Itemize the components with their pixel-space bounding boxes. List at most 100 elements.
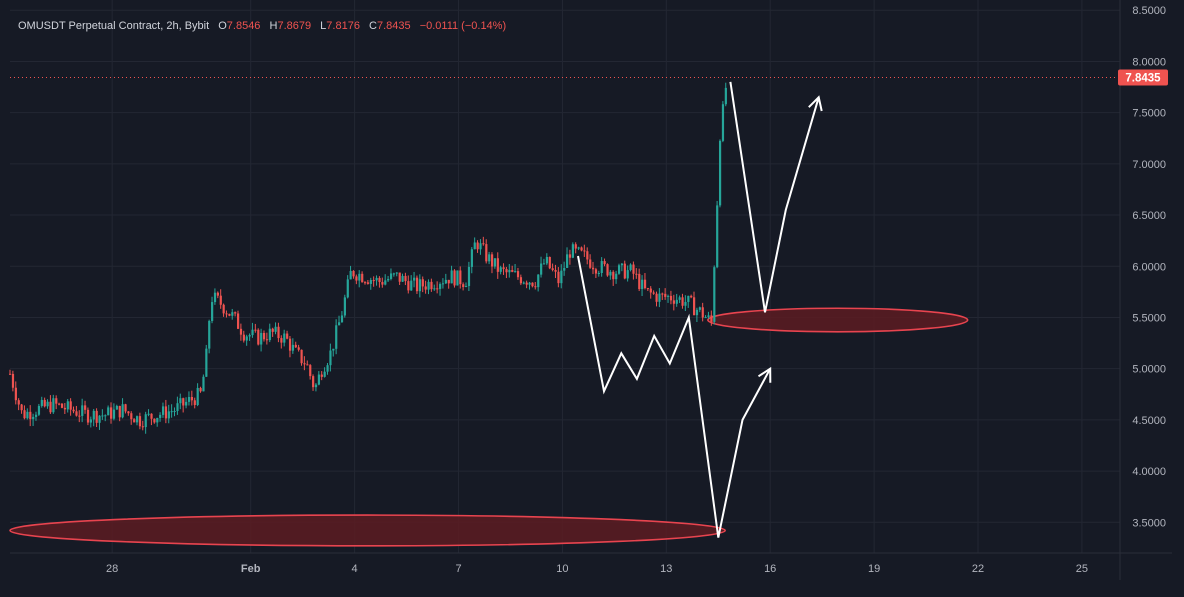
candle-body [234, 312, 237, 314]
candle-body [147, 413, 150, 415]
candle-body [185, 401, 188, 406]
price-axis[interactable]: 3.5000 4.0000 4.5000 5.0000 5.5000 6.0000 6.50… [1119, 0, 1166, 580]
candle-body [9, 373, 12, 375]
candle-body [153, 418, 156, 423]
candle-body [470, 249, 473, 267]
candle-body [571, 244, 574, 258]
candle-body [626, 270, 629, 279]
candle-body [159, 414, 162, 418]
candle-body [161, 406, 165, 415]
candle-body [26, 411, 29, 419]
candle-body [675, 299, 678, 304]
candle-body [591, 267, 595, 270]
candle-body [355, 276, 358, 281]
candle-body [40, 399, 43, 406]
candle-body [335, 325, 338, 349]
candle-body [317, 374, 321, 385]
arrow-head [808, 95, 823, 112]
candle-body [11, 373, 15, 388]
candle-body [173, 411, 176, 413]
candle-body [378, 277, 381, 283]
support-zone-ellipse [707, 307, 969, 333]
price-tick-label: 8.0000 [1132, 56, 1166, 68]
candle-body [98, 415, 101, 423]
candle-body [456, 270, 459, 286]
price-tick-label: 5.0000 [1132, 364, 1166, 376]
candle-body [101, 415, 104, 417]
high-label: H [270, 20, 278, 32]
candle-body [312, 376, 315, 388]
candle-body [418, 279, 422, 292]
price-tick-label: 6.5000 [1132, 210, 1166, 222]
candle-body [196, 387, 199, 406]
time-tick-label: Feb [241, 563, 261, 575]
candle-body [597, 272, 600, 274]
candle-body [398, 272, 401, 282]
candle-body [37, 405, 41, 415]
candle-body [600, 261, 603, 273]
candle-body [713, 267, 716, 322]
candle-body [669, 295, 673, 301]
candle-body [479, 243, 482, 250]
candle-body [329, 350, 332, 366]
candle-body [701, 307, 704, 318]
candle-body [427, 281, 430, 290]
candle-body [638, 273, 641, 290]
arrow-head [757, 366, 772, 383]
candle-body [326, 365, 329, 372]
candle-body [52, 398, 55, 413]
candle-body [433, 288, 436, 290]
candle-body [187, 396, 191, 402]
candle-body [260, 332, 263, 345]
candle-body [609, 271, 612, 276]
candle-body [349, 270, 352, 280]
open-label: O [218, 20, 227, 32]
candle-body [60, 403, 64, 408]
candle-body [516, 271, 520, 278]
candle-body [716, 205, 719, 268]
candle-body [695, 309, 699, 316]
candle-body [237, 313, 240, 329]
candle-body [557, 271, 560, 284]
candle-body [225, 313, 228, 315]
candle-body [381, 282, 384, 285]
time-tick-label: 28 [106, 563, 118, 575]
candle-body [193, 400, 196, 406]
candle-body [545, 256, 549, 264]
candle-body [84, 405, 87, 410]
candle-body [488, 254, 491, 262]
candle-body [346, 279, 349, 298]
candle-body [358, 273, 361, 281]
low-label: L [320, 20, 326, 32]
candle-body [219, 295, 222, 305]
candle-body [75, 411, 78, 416]
candle-body [632, 264, 635, 274]
candle-body [127, 411, 130, 414]
candle-body [222, 304, 225, 314]
candle-body [401, 275, 404, 282]
candle-body [274, 326, 277, 332]
candle-body [652, 292, 655, 294]
candle-body [306, 364, 309, 366]
candle-body [352, 270, 355, 277]
candle-body [211, 302, 214, 321]
candle-body [190, 396, 194, 401]
last-price-label: 7.8435 [1125, 72, 1161, 84]
candle-body [182, 398, 185, 406]
time-axis[interactable]: 28 Feb 4 7 10 13 16 19 22 25 [10, 552, 1172, 575]
candle-body [721, 104, 725, 141]
candle-body [710, 315, 713, 322]
candle-body [288, 338, 292, 351]
price-tick-label: 7.0000 [1132, 159, 1166, 171]
legend-header: OMUSDT Perpetual Contract, 2h, Bybit O7.… [18, 20, 506, 32]
candle-body [179, 398, 182, 404]
candlestick-series [9, 82, 727, 434]
candle-body [262, 332, 266, 340]
candle-body [66, 401, 69, 410]
time-tick-label: 22 [972, 563, 984, 575]
candle-body [372, 280, 375, 282]
candle-body [363, 282, 367, 284]
